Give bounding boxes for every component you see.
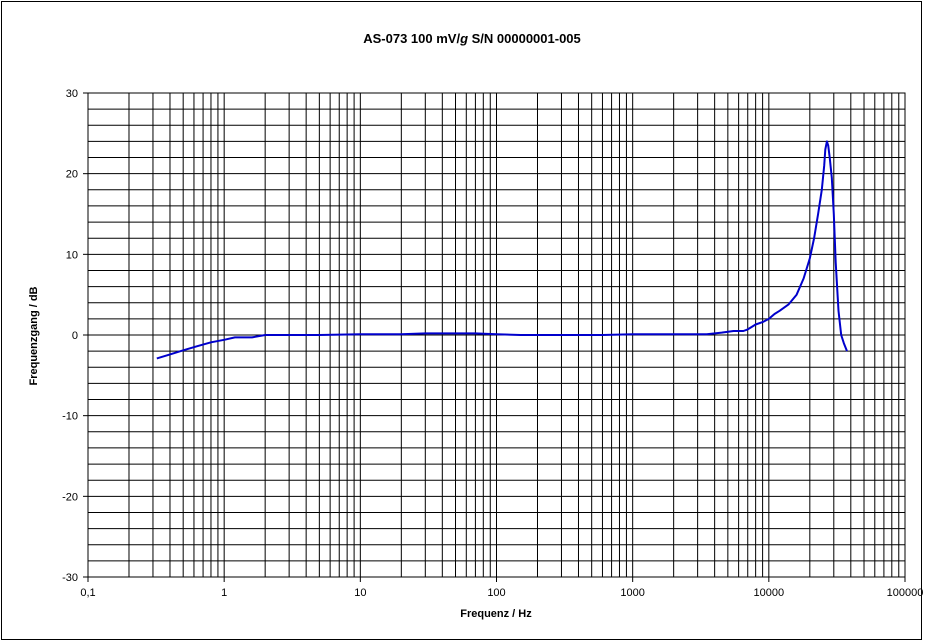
x-tick-label: 1 <box>221 587 227 599</box>
y-tick-label: 20 <box>66 169 78 181</box>
x-tick-label: 100000 <box>887 587 924 599</box>
x-tick-label: 10 <box>354 587 366 599</box>
x-tick-label: 10000 <box>754 587 785 599</box>
y-tick-label: 30 <box>66 88 78 100</box>
chart-title: AS-073 100 mV/g S/N 00000001-005 <box>363 31 581 46</box>
y-tick-label: 0 <box>72 330 78 342</box>
title-part1: AS-073 100 mV/ <box>363 31 460 46</box>
x-tick-label: 0,1 <box>80 587 95 599</box>
tick-marks <box>83 92 906 582</box>
tick-labels: -30 -20 -10 0 10 20 30 0,1 1 10 100 1000 10000 100000 <box>62 88 923 599</box>
y-tick-label: -20 <box>62 491 78 503</box>
title-italic-unit: g <box>459 31 468 46</box>
x-tick-label: 100 <box>487 587 505 599</box>
series-line-frequency-response <box>156 140 848 360</box>
y-axis-title: Frequenzgang / dB <box>28 286 40 385</box>
y-tick-label: 10 <box>66 249 78 261</box>
y-tick-label: -10 <box>62 411 78 423</box>
title-part2: S/N 00000001-005 <box>468 31 581 46</box>
x-axis-title: Frequenz / Hz <box>460 608 532 620</box>
y-tick-label: -30 <box>62 572 78 584</box>
x-tick-label: 1000 <box>620 587 644 599</box>
